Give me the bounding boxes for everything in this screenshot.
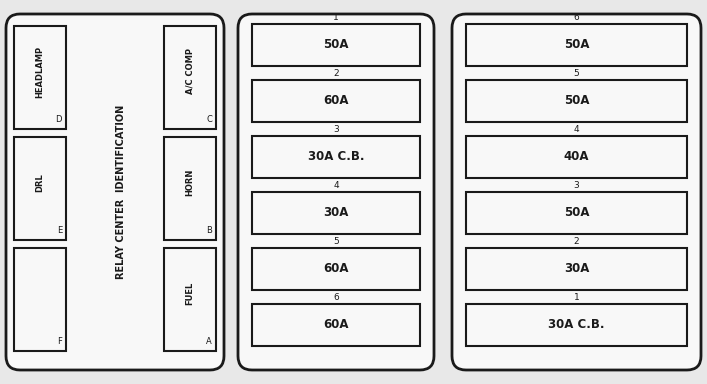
Text: 5: 5: [573, 68, 579, 78]
Text: 6: 6: [333, 293, 339, 301]
Text: 50A: 50A: [563, 207, 589, 220]
Text: 30A: 30A: [323, 207, 349, 220]
Text: 50A: 50A: [563, 94, 589, 108]
Text: RELAY CENTER  IDENTIFICATION: RELAY CENTER IDENTIFICATION: [116, 105, 126, 279]
Text: 30A: 30A: [563, 263, 589, 275]
Text: DRL: DRL: [35, 173, 45, 192]
Text: 30A C.B.: 30A C.B.: [548, 318, 604, 331]
Bar: [466, 304, 687, 346]
Text: 60A: 60A: [323, 263, 349, 275]
Text: 3: 3: [333, 124, 339, 134]
Bar: [252, 192, 420, 234]
Text: F: F: [57, 337, 62, 346]
Bar: [252, 248, 420, 290]
Bar: [164, 137, 216, 240]
Bar: [466, 136, 687, 178]
Text: 40A: 40A: [563, 151, 589, 164]
FancyBboxPatch shape: [6, 14, 224, 370]
Text: 4: 4: [333, 180, 339, 189]
Bar: [466, 248, 687, 290]
Bar: [14, 248, 66, 351]
Text: 50A: 50A: [563, 38, 589, 51]
Text: 30A C.B.: 30A C.B.: [308, 151, 364, 164]
Bar: [466, 192, 687, 234]
Text: FUEL: FUEL: [185, 282, 194, 305]
Bar: [164, 26, 216, 129]
Text: 60A: 60A: [323, 94, 349, 108]
Bar: [252, 136, 420, 178]
Text: A/C COMP: A/C COMP: [185, 48, 194, 94]
Bar: [164, 248, 216, 351]
FancyBboxPatch shape: [238, 14, 434, 370]
Bar: [466, 24, 687, 66]
FancyBboxPatch shape: [452, 14, 701, 370]
Bar: [252, 304, 420, 346]
Text: D: D: [56, 115, 62, 124]
Text: C: C: [206, 115, 212, 124]
Text: 1: 1: [333, 13, 339, 22]
Bar: [252, 24, 420, 66]
Text: 60A: 60A: [323, 318, 349, 331]
Bar: [466, 80, 687, 122]
Text: A: A: [206, 337, 212, 346]
Bar: [252, 80, 420, 122]
Text: 2: 2: [333, 68, 339, 78]
Text: HORN: HORN: [185, 169, 194, 196]
Text: 6: 6: [573, 13, 579, 22]
Bar: [14, 26, 66, 129]
Text: B: B: [206, 226, 212, 235]
Text: 1: 1: [573, 293, 579, 301]
Text: 2: 2: [573, 237, 579, 245]
Text: 4: 4: [573, 124, 579, 134]
Text: E: E: [57, 226, 62, 235]
Text: 3: 3: [573, 180, 579, 189]
Bar: [14, 137, 66, 240]
Text: 50A: 50A: [323, 38, 349, 51]
Text: HEADLAMP: HEADLAMP: [35, 45, 45, 98]
Text: 5: 5: [333, 237, 339, 245]
